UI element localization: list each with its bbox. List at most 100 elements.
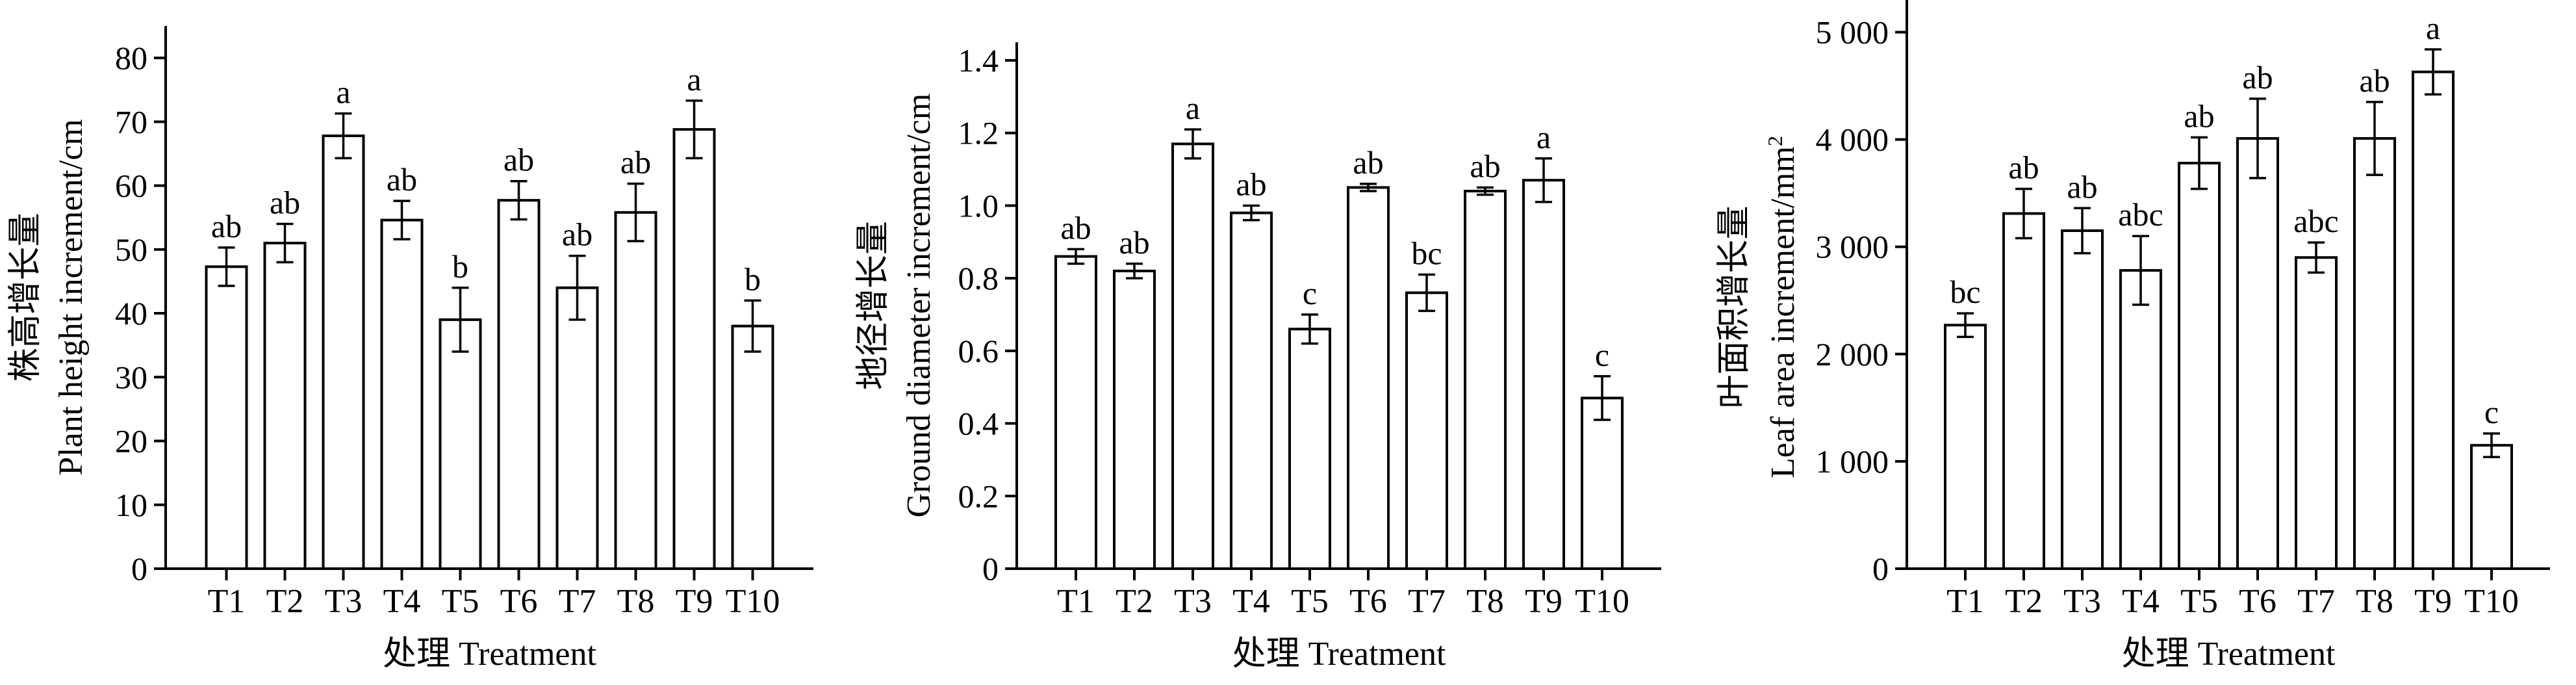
- y-tick-label: 80: [115, 40, 147, 76]
- y-tick-label: 60: [115, 168, 147, 204]
- y-axis-title-cn: 叶面积增长量: [1716, 205, 1753, 408]
- x-tick-label-t3: T3: [1174, 583, 1212, 620]
- significance-label: ab: [2242, 59, 2273, 96]
- x-tick-label-t3: T3: [325, 583, 363, 620]
- x-tick-label-t4: T4: [2122, 583, 2160, 620]
- bar-t2: [1113, 269, 1156, 570]
- x-tick-label-t1: T1: [208, 583, 246, 620]
- bar-t9: [2412, 70, 2455, 570]
- x-tick-label-t4: T4: [383, 583, 421, 620]
- significance-label: a: [1537, 119, 1551, 155]
- significance-label: ab: [1470, 148, 1500, 184]
- y-tick-label: 3 000: [1816, 229, 1889, 265]
- y-axis-title-cn: 株高增长量: [7, 213, 44, 381]
- x-tick-label-t8: T8: [1466, 583, 1504, 620]
- bar-t6: [2236, 136, 2279, 571]
- bar-t5: [1288, 328, 1331, 570]
- x-tick-label-t2: T2: [2005, 583, 2043, 620]
- bar-t4: [380, 218, 424, 570]
- significance-label: ab: [387, 161, 417, 198]
- x-axis-title: 处理 Treatment: [2122, 636, 2336, 673]
- significance-label: ab: [1353, 144, 1383, 181]
- y-tick-label: 1.0: [958, 187, 999, 224]
- chart-ground-diameter: ab abaabcabbcabac00.20.40.60.81.01.21.4T1…: [855, 42, 1661, 673]
- bar-t3: [2061, 229, 2104, 570]
- x-tick-label-t3: T3: [2063, 583, 2101, 620]
- significance-label: ab: [504, 142, 534, 178]
- bar-t9: [672, 128, 716, 570]
- y-tick-label: 50: [115, 231, 147, 268]
- bar-t7: [555, 286, 599, 570]
- significance-label: b: [452, 248, 468, 285]
- bar-t1: [1944, 324, 1987, 570]
- y-tick-label: 0: [982, 550, 999, 587]
- y-tick-label: 1 000: [1816, 443, 1889, 480]
- significance-label: a: [336, 74, 350, 110]
- significance-label: ab: [1119, 224, 1149, 261]
- significance-label: ab: [562, 216, 593, 253]
- bar-t6: [1347, 186, 1390, 570]
- bar-t2: [263, 242, 307, 570]
- y-tick-label: 10: [115, 487, 147, 523]
- significance-label: ab: [2359, 62, 2390, 99]
- significance-label: c: [1303, 275, 1317, 311]
- bar-t3: [322, 134, 365, 570]
- y-tick-label: 1.4: [958, 42, 999, 79]
- x-axis-title: 处理 Treatment: [1232, 636, 1446, 673]
- significance-label: abc: [2118, 196, 2163, 233]
- significance-label: bc: [1411, 235, 1442, 272]
- significance-label: ab: [1236, 166, 1266, 202]
- significance-label: abc: [2293, 203, 2338, 239]
- x-tick-label-t2: T2: [1116, 583, 1153, 620]
- bar-t1: [205, 265, 248, 570]
- x-tick-label-t7: T7: [559, 583, 596, 620]
- significance-label: b: [745, 261, 761, 297]
- y-tick-label: 30: [115, 359, 147, 395]
- y-tick-label: 2 000: [1816, 336, 1889, 372]
- bar-t1: [1054, 255, 1097, 570]
- significance-label: ab: [270, 185, 300, 221]
- y-axis-title-en: Leaf area increment/mm2: [1763, 136, 1802, 478]
- significance-label: ab: [620, 144, 651, 181]
- bar-t10: [2470, 444, 2513, 570]
- y-tick-label: 0: [131, 550, 147, 587]
- x-tick-label-t5: T5: [2180, 583, 2218, 620]
- y-tick-label: 4 000: [1816, 122, 1889, 158]
- significance-label: c: [2484, 394, 2499, 430]
- bar-t3: [1171, 142, 1214, 570]
- bar-t4: [1230, 211, 1273, 571]
- x-tick-label-t1: T1: [1057, 583, 1095, 620]
- significance-label: a: [2426, 10, 2440, 46]
- x-tick-label-t10: T10: [726, 583, 780, 620]
- x-tick-label-t9: T9: [676, 583, 713, 620]
- bar-t9: [1522, 179, 1565, 570]
- x-tick-label-t6: T6: [500, 583, 538, 620]
- y-tick-label: 0.8: [958, 260, 999, 296]
- y-tick-label: 20: [115, 423, 147, 459]
- y-axis-title-en: Ground diameter increment/cm: [900, 94, 937, 518]
- x-tick-label-t2: T2: [266, 583, 304, 620]
- x-tick-label-t1: T1: [1946, 583, 1984, 620]
- x-tick-label-t6: T6: [1349, 583, 1387, 620]
- x-tick-label-t8: T8: [617, 583, 655, 620]
- significance-label: a: [1186, 90, 1200, 126]
- significance-label: ab: [1060, 209, 1091, 246]
- bar-t7: [2295, 256, 2338, 570]
- bar-t2: [2002, 212, 2045, 571]
- bar-t5: [2178, 161, 2221, 570]
- y-axis-title-superscript: 2: [1763, 136, 1787, 146]
- x-tick-label-t7: T7: [1408, 583, 1446, 620]
- x-tick-label-t4: T4: [1232, 583, 1270, 620]
- x-tick-label-t8: T8: [2356, 583, 2393, 620]
- x-tick-label-t10: T10: [2464, 583, 2519, 620]
- y-tick-label: 70: [115, 103, 147, 140]
- y-axis-title-en: Plant height increment/cm: [53, 119, 90, 476]
- x-tick-label-t9: T9: [1525, 583, 1562, 620]
- bar-t4: [2119, 269, 2162, 570]
- x-tick-label-t9: T9: [2414, 583, 2452, 620]
- y-tick-label: 0.6: [958, 333, 999, 369]
- bar-t10: [731, 324, 774, 570]
- y-tick-label: 1.2: [958, 115, 999, 151]
- y-tick-label: 5 000: [1816, 14, 1889, 51]
